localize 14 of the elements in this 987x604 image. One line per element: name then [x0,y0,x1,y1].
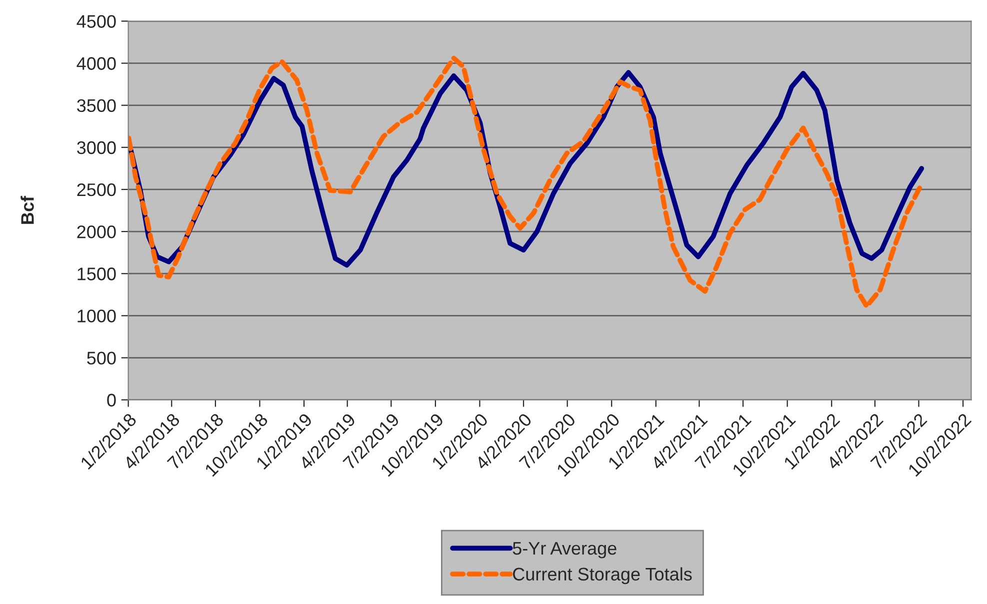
y-tick-label: 1500 [78,268,116,280]
legend-label: 5-Yr Average [512,542,616,558]
line-series [128,56,923,309]
y-tick-label: 3000 [77,141,116,154]
y-tick-label: 500 [87,352,116,364]
y-tick-label: 4500 [76,15,116,28]
y-tick-label: 3500 [77,99,116,112]
y-tick-label: 2000 [77,225,116,238]
y-tick-label: 1000 [78,310,116,322]
y-tick-label: 0 [107,394,116,407]
y-tick-label: 4000 [76,57,116,70]
legend-label: Current Storage Totals [513,567,692,584]
y-axis-title: Bcf [20,196,34,224]
y-tick-label: 2500 [77,183,116,196]
